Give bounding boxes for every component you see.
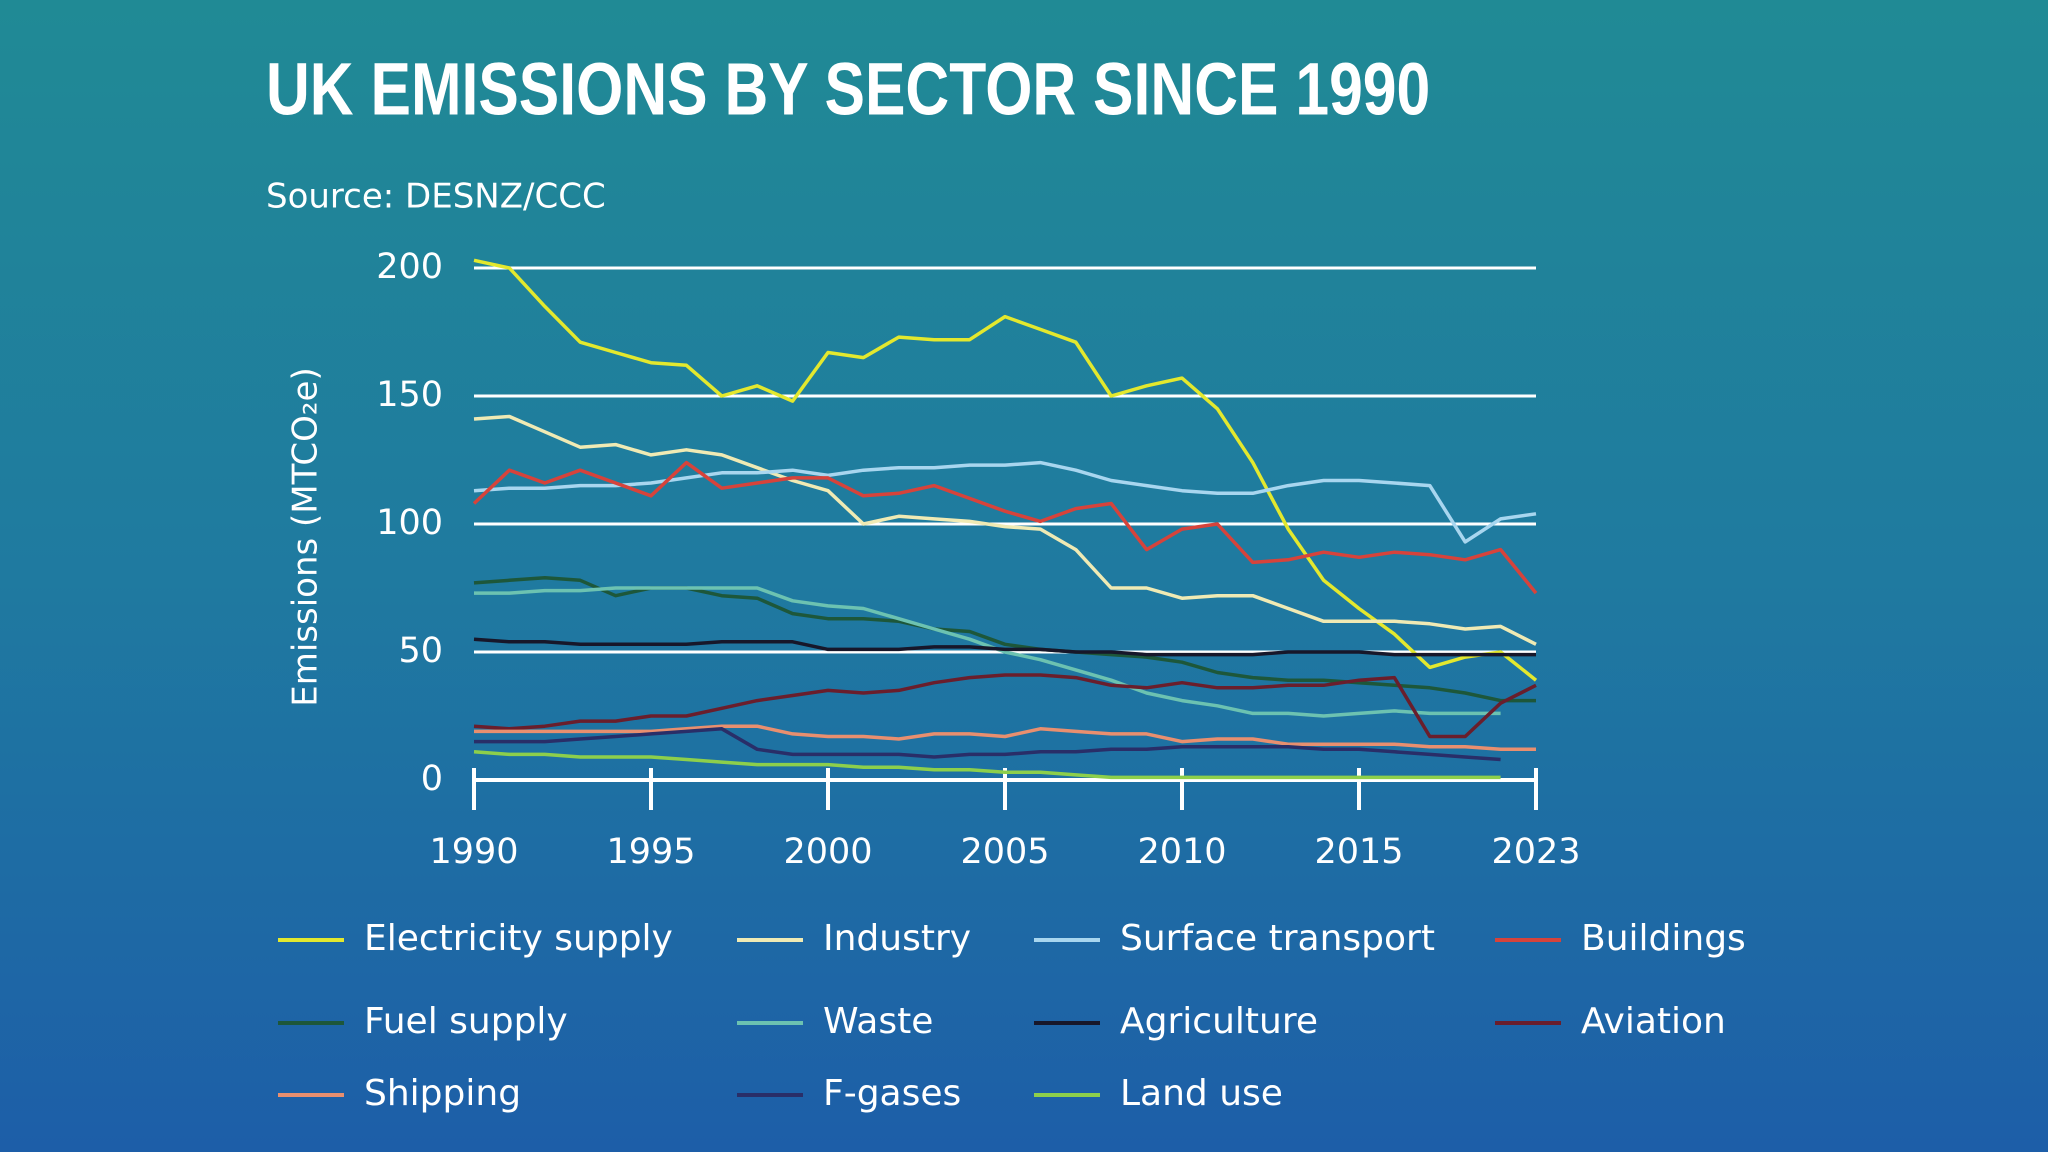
legend-label: Agriculture (1120, 1001, 1318, 1042)
series-line (473, 673, 1537, 739)
y-axis-label: Emissions (MTCO₂e) (286, 367, 326, 707)
series-line (473, 750, 1501, 780)
series-line (474, 724, 1536, 752)
chart-title: UK EMISSIONS BY SECTOR SINCE 1990 (266, 49, 1430, 131)
series-line (473, 258, 1538, 682)
x-tick-label: 2005 (960, 832, 1049, 872)
legend-label: Aviation (1581, 1001, 1726, 1042)
legend-label: Buildings (1581, 918, 1746, 959)
series-line (472, 460, 1538, 595)
y-tick-label: 50 (398, 631, 443, 671)
y-tick-label: 200 (376, 247, 443, 287)
series-line (473, 460, 1537, 544)
legend-label: Surface transport (1120, 918, 1435, 959)
series-line (473, 637, 1536, 657)
legend-label: Fuel supply (364, 1001, 568, 1042)
legend-label: F-gases (823, 1073, 961, 1114)
legend-label: Shipping (364, 1073, 521, 1114)
legend-label: Waste (823, 1001, 933, 1042)
legend-label: Industry (823, 918, 971, 959)
legend-label: Electricity supply (364, 918, 673, 959)
legend-label: Land use (1120, 1073, 1283, 1114)
x-tick-label: 2015 (1314, 832, 1403, 872)
x-tick-label: 1990 (429, 832, 518, 872)
y-tick-label: 100 (376, 503, 443, 543)
y-tick-label: 150 (376, 375, 443, 415)
x-tick-label: 1995 (606, 832, 695, 872)
series-line (474, 586, 1501, 718)
series-line (473, 576, 1536, 703)
series-line (474, 727, 1501, 762)
x-tick-label: 2023 (1491, 832, 1580, 872)
x-tick-label: 2000 (783, 832, 872, 872)
x-tick-label: 2010 (1137, 832, 1226, 872)
chart-subtitle: Source: DESNZ/CCC (266, 177, 606, 217)
y-tick-label: 0 (421, 759, 443, 799)
series-line (473, 414, 1537, 646)
